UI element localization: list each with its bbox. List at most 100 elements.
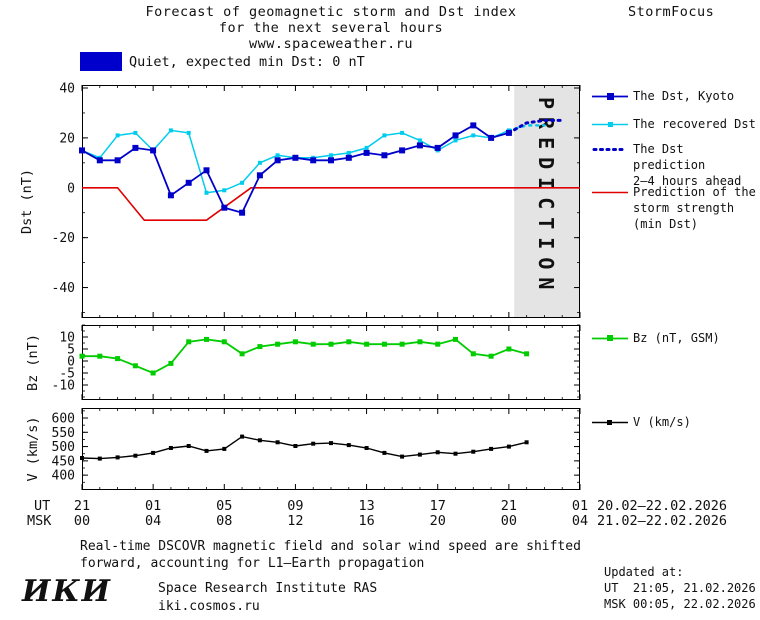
- marker-solar-wind-speed: [346, 443, 351, 448]
- bz-ytick-label: 0: [67, 355, 75, 370]
- series-bz-gsm: [82, 338, 527, 374]
- bz-ytick-label: -10: [52, 379, 75, 394]
- xtick-label-msk: 16: [358, 513, 374, 529]
- xtick-label-ut: 05: [216, 498, 232, 514]
- marker-bz-gsm: [221, 339, 227, 345]
- storm-strength-swatch: [592, 191, 628, 194]
- xtick-label-ut: 01: [145, 498, 161, 514]
- marker-solar-wind-speed: [97, 456, 102, 461]
- marker-solar-wind-speed: [293, 444, 298, 448]
- status-color-swatch: [80, 52, 122, 71]
- marker-the-dst-kyoto: [203, 167, 210, 174]
- marker-solar-wind-speed: [240, 434, 245, 439]
- marker-solar-wind-speed: [151, 450, 156, 455]
- msk-date-range: 21.02–22.02.2026: [597, 513, 727, 529]
- legend-item-bz: Bz (nT, GSM): [592, 330, 720, 346]
- marker-solar-wind-speed: [382, 450, 387, 455]
- marker-the-recovered-dst: [204, 190, 209, 195]
- swatch-marker: [608, 122, 613, 127]
- swatch-marker: [607, 335, 613, 341]
- xtick-label-msk: 00: [501, 513, 517, 529]
- legend-label-dst-kyoto: The Dst, Kyoto: [633, 89, 735, 103]
- marker-the-recovered-dst: [364, 145, 369, 150]
- legend-label-storm-line3: (min Dst): [633, 217, 699, 231]
- dst-prediction-swatch: [592, 148, 628, 151]
- xtick-label-ut: 21: [74, 498, 90, 514]
- marker-the-dst-kyoto: [150, 147, 157, 154]
- marker-the-recovered-dst: [346, 150, 351, 155]
- marker-the-dst-kyoto: [310, 157, 317, 164]
- marker-bz-gsm: [346, 339, 352, 345]
- marker-bz-gsm: [168, 360, 174, 366]
- page-title: Forecast of geomagnetic storm and Dst in…: [82, 4, 580, 52]
- legend-label-recovered: The recovered Dst: [633, 117, 756, 131]
- bz-ytick-label: 10: [59, 331, 75, 346]
- note-line2: forward, accounting for L1–Earth propaga…: [80, 556, 425, 571]
- marker-solar-wind-speed: [222, 446, 227, 451]
- updated-label: Updated at:: [604, 565, 684, 579]
- xtick-label-ut: 21: [501, 498, 517, 514]
- bz-plot-box: [82, 325, 580, 400]
- marker-solar-wind-speed: [435, 450, 440, 455]
- legend-item-recovered-dst: The recovered Dst: [592, 116, 756, 132]
- marker-solar-wind-speed: [133, 453, 138, 458]
- bz-axis-title: Bz (nT): [25, 334, 41, 391]
- legend-label-bz: Bz (nT, GSM): [633, 331, 720, 345]
- marker-the-recovered-dst: [115, 133, 120, 138]
- marker-the-recovered-dst: [400, 130, 405, 135]
- marker-solar-wind-speed: [329, 441, 333, 446]
- legend-label-storm-line2: storm strength: [633, 201, 735, 215]
- marker-the-dst-kyoto: [256, 172, 263, 179]
- prediction-band-label: PREDICTION: [534, 97, 558, 297]
- v-plot-box: [82, 408, 580, 490]
- marker-solar-wind-speed: [364, 446, 369, 450]
- marker-the-dst-kyoto: [416, 142, 423, 149]
- marker-the-recovered-dst: [382, 133, 387, 138]
- marker-solar-wind-speed: [471, 449, 476, 454]
- ut-axis-prefix: UT: [34, 498, 50, 514]
- marker-bz-gsm: [399, 341, 405, 347]
- series-prediction-of-the-storm-strength-min-dst: [82, 187, 580, 221]
- marker-solar-wind-speed: [417, 452, 422, 457]
- note-line1: Real-time DSCOVR magnetic field and sola…: [80, 539, 581, 554]
- marker-the-dst-kyoto: [114, 157, 121, 164]
- xtick-label-msk: 20: [430, 513, 446, 529]
- marker-the-dst-kyoto: [221, 204, 228, 211]
- marker-bz-gsm: [257, 344, 263, 350]
- marker-solar-wind-speed: [453, 451, 458, 456]
- bz-swatch: [592, 335, 628, 341]
- marker-the-dst-kyoto: [96, 157, 103, 164]
- marker-bz-gsm: [488, 353, 494, 359]
- marker-solar-wind-speed: [489, 446, 494, 451]
- v-ytick-label: 600: [52, 412, 75, 427]
- marker-the-dst-kyoto: [381, 152, 388, 159]
- marker-bz-gsm: [97, 353, 103, 359]
- v-ytick-label: 550: [52, 426, 75, 441]
- legend-item-v: V (km/s): [592, 414, 691, 430]
- dst-ytick-label: 0: [67, 181, 75, 196]
- v-ytick-label: 450: [52, 454, 75, 469]
- bz-ytick-label: 5: [67, 343, 75, 358]
- xtick-label-msk: 12: [287, 513, 303, 529]
- marker-the-dst-kyoto: [292, 154, 299, 161]
- dst-ytick-label: -40: [52, 281, 75, 296]
- marker-bz-gsm: [79, 353, 85, 359]
- series-the-recovered-dst: [81, 129, 510, 194]
- series-the-dst-prediction-2-4-hours-ahead: [507, 118, 564, 135]
- marker-solar-wind-speed: [168, 446, 173, 450]
- marker-the-recovered-dst: [417, 138, 422, 143]
- institute-block: Space Research Institute RAS iki.cosmos.…: [158, 580, 377, 616]
- institute-site: iki.cosmos.ru: [158, 599, 260, 614]
- marker-bz-gsm: [292, 339, 298, 345]
- marker-bz-gsm: [150, 370, 156, 376]
- swatch-marker: [607, 420, 612, 425]
- series-the-dst-kyoto: [81, 124, 510, 214]
- marker-bz-gsm: [470, 351, 476, 357]
- marker-the-dst-kyoto: [239, 209, 246, 216]
- marker-the-dst-kyoto: [470, 122, 477, 129]
- legend-item-dst-kyoto: The Dst, Kyoto: [592, 88, 734, 104]
- marker-bz-gsm: [115, 356, 121, 362]
- title-line1: Forecast of geomagnetic storm and Dst in…: [145, 4, 517, 20]
- marker-solar-wind-speed: [275, 440, 280, 445]
